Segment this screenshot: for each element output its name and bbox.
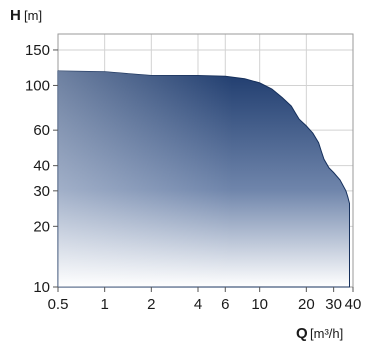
x-tick-label: 40	[345, 296, 362, 313]
area-layer	[57, 70, 350, 288]
x-axis-title: Q	[296, 325, 308, 342]
x-tick-label: 1	[100, 296, 108, 313]
x-tick-label: 6	[221, 296, 229, 313]
y-tick-label: 150	[25, 42, 50, 59]
x-tick-label: 30	[325, 296, 342, 313]
y-tick-label: 100	[25, 77, 50, 94]
y-tick-label: 20	[33, 218, 50, 235]
curve-area-highlight	[58, 71, 350, 287]
y-axis-title: H	[10, 7, 21, 24]
x-tick-label: 10	[251, 296, 268, 313]
y-tick-labels: 10 20 30 40 60 100 150	[25, 42, 50, 296]
y-tick-label: 40	[33, 158, 50, 175]
y-tick-label: 30	[33, 183, 50, 200]
x-axis-unit: [m³/h]	[310, 326, 343, 341]
y-axis-unit: [m]	[24, 8, 42, 23]
y-tick-label: 60	[33, 122, 50, 139]
y-tick-label: 10	[33, 279, 50, 296]
x-tick-label: 2	[147, 296, 155, 313]
x-tick-label: 20	[298, 296, 315, 313]
x-tick-label: 4	[194, 296, 202, 313]
x-tick-labels: 0.5 1 2 4 6 10 20 30 40	[48, 296, 362, 313]
tick-marks	[53, 49, 354, 292]
x-tick-label: 0.5	[48, 296, 69, 313]
